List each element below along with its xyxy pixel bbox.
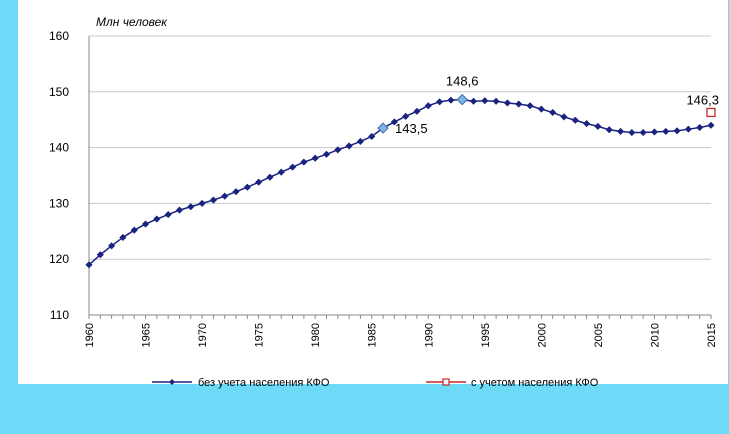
data-point (594, 122, 602, 131)
x-tick-label: 2005 (593, 323, 605, 347)
data-point (413, 107, 421, 115)
data-point (345, 142, 353, 150)
x-tick-labels: 1960 1965 1970 1975 1980 1985 1990 1995 2000 2005… (84, 323, 718, 347)
data-point (209, 196, 218, 204)
y-axis-label: Млн человек (96, 15, 168, 29)
data-point (616, 127, 625, 136)
data-point (96, 251, 104, 259)
data-point (639, 128, 647, 137)
highlighted-point (377, 122, 389, 134)
gridlines (89, 35, 711, 260)
data-labels: 143,5 148,6 146,3 (395, 74, 719, 136)
x-tick-label: 1965 (141, 323, 153, 347)
series (85, 93, 716, 269)
data-point (582, 119, 591, 128)
data-label: 146,3 (686, 92, 719, 107)
x-tick-label: 1980 (310, 323, 322, 347)
legend-item-1: без учета населения КФО (152, 377, 330, 389)
y-tick-label: 150 (49, 85, 69, 99)
data-point (153, 215, 161, 223)
data-point (311, 154, 319, 162)
data-point (707, 121, 715, 129)
data-point (684, 125, 693, 133)
data-point (492, 97, 500, 105)
data-point (571, 116, 579, 124)
data-point (662, 127, 670, 136)
x-tick-label: 1985 (367, 323, 379, 347)
data-point (469, 97, 478, 105)
data-point (696, 123, 704, 132)
legend-item-2: с учетом населения КФО (426, 377, 599, 389)
chart-area-background (18, 0, 728, 384)
x-tick-label: 2010 (649, 323, 661, 347)
data-point (243, 183, 251, 191)
data-point (481, 97, 489, 105)
x-tick-label: 2000 (536, 323, 548, 347)
data-point (560, 113, 568, 121)
y-tick-label: 140 (49, 141, 69, 155)
legend-marker (442, 378, 450, 386)
x-tick-label: 1990 (423, 323, 435, 347)
legend: без учета населения КФО с учетом населени… (152, 377, 599, 389)
data-point (628, 128, 636, 137)
axes (88, 36, 712, 319)
data-point (198, 199, 206, 208)
data-point (706, 107, 716, 118)
data-point (300, 158, 308, 166)
data-point (515, 100, 523, 108)
data-point (334, 146, 342, 154)
legend-label: без учета населения КФО (198, 377, 330, 389)
data-point (390, 118, 398, 126)
data-point (85, 261, 93, 269)
data-point (673, 127, 681, 135)
data-point (254, 178, 263, 186)
data-point (130, 226, 138, 234)
data-point (368, 132, 376, 141)
data-point (402, 112, 410, 121)
data-point (537, 105, 546, 113)
data-point (107, 242, 116, 250)
data-point (187, 203, 195, 211)
x-tick-label: 1970 (197, 323, 209, 347)
y-tick-label: 120 (49, 252, 69, 266)
legend-marker (169, 379, 175, 385)
highlight-label: 143,5 (395, 121, 428, 136)
data-point (447, 96, 455, 104)
data-point (277, 168, 285, 176)
highlighted-point (456, 93, 468, 106)
legend-label: с учетом населения КФО (471, 377, 599, 389)
x-tick-label: 2015 (706, 323, 718, 347)
data-point (119, 233, 127, 242)
data-point (526, 102, 534, 110)
data-point (549, 108, 557, 117)
data-point (503, 99, 512, 107)
data-point (435, 98, 444, 106)
x-tick-label: 1960 (84, 323, 96, 347)
y-tick-labels: 110 120 130 140 150 160 (49, 29, 69, 322)
data-point (266, 173, 274, 181)
series-2 (706, 107, 716, 118)
y-tick-label: 130 (49, 196, 69, 210)
data-point (650, 128, 659, 136)
data-point (232, 188, 240, 196)
data-point (141, 220, 150, 228)
data-point (288, 163, 297, 171)
data-point (322, 150, 331, 158)
series-1 (85, 93, 715, 269)
data-point (356, 137, 365, 146)
y-tick-label: 110 (50, 308, 69, 322)
data-point (175, 206, 184, 214)
x-tick-label: 1975 (254, 323, 266, 347)
y-tick-label: 160 (49, 29, 69, 43)
data-point (221, 192, 229, 200)
data-point (424, 102, 432, 110)
x-tick-label: 1995 (480, 323, 492, 347)
highlight-label: 148,6 (446, 74, 479, 89)
data-point (164, 210, 172, 219)
data-point (605, 126, 613, 134)
